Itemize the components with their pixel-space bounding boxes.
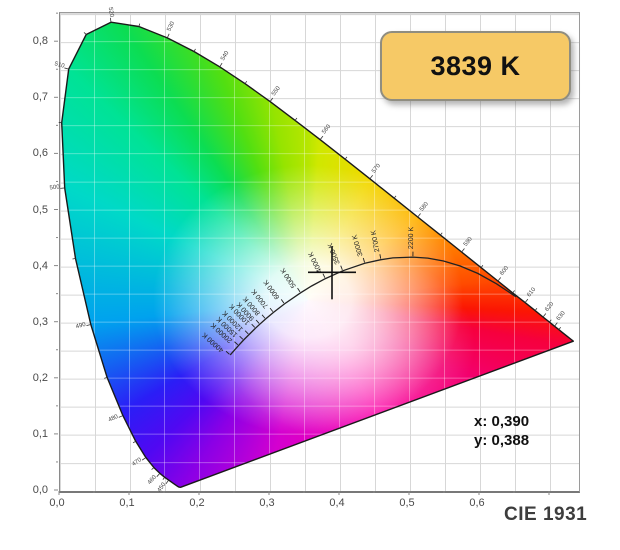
cct-badge-label: 3839 K [430,50,521,81]
y-axis-tick-label: 0,3 [32,315,48,328]
x-axis-tick-label: 0,3 [259,497,275,509]
y-axis-tick-label: 0,1 [32,427,48,440]
x-axis-tick-label: 0,5 [399,497,415,509]
x-axis-tick-label: 0,4 [329,497,345,509]
x-axis-tick-label: 0,2 [189,497,205,509]
y-axis-tick-label: 0,2 [32,371,48,384]
y-axis-tick-label: 0,5 [32,203,48,216]
readout-x: x: 0,390 [474,413,530,430]
x-axis-tick-label: 0,6 [469,497,485,509]
cct-badge: 3839 K [380,31,571,101]
x-axis-tick-label: 0,0 [49,497,65,509]
diagram-title: CIE 1931 [504,504,588,525]
x-axis-tick-label: 0,1 [119,497,135,509]
y-axis-tick-label: 0,7 [32,91,48,104]
y-axis-tick-label: 0,4 [32,259,48,272]
y-axis-tick-label: 0,0 [32,484,48,496]
readout-y: y: 0,388 [474,432,530,449]
y-axis-tick-label: 0,6 [32,147,48,160]
coordinate-readout: x: 0,390 y: 0,388 [474,412,529,450]
y-axis-tick-label: 0,8 [32,35,48,48]
